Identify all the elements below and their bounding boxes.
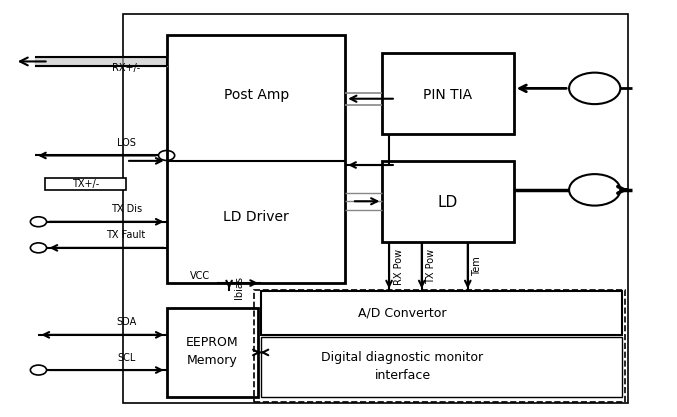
Bar [167,35,345,283]
Text: EEPROM
Memory: EEPROM Memory [185,336,238,367]
Text: TX Dis: TX Dis [110,204,141,214]
Text: A/D Convertor: A/D Convertor [358,306,447,319]
Text: TX Fault: TX Fault [106,231,146,240]
Text: LD: LD [437,195,458,210]
Text: VCC: VCC [190,271,211,281]
Text: LOS: LOS [116,138,135,148]
Text: Ibias: Ibias [234,276,244,299]
Bar [383,161,514,241]
Text: RX+/-: RX+/- [112,63,140,73]
Bar [123,14,628,403]
Bar [261,291,621,335]
Bar [45,178,126,190]
Bar [255,290,625,402]
Text: LD Driver: LD Driver [223,210,289,224]
Bar [383,53,514,134]
Text: Tem: Tem [473,256,483,276]
Text: TX Pow: TX Pow [427,249,437,284]
Text: Digital diagnostic monitor
interface: Digital diagnostic monitor interface [322,351,483,382]
Text: Post Amp: Post Amp [223,88,289,102]
Text: PIN TIA: PIN TIA [423,88,473,102]
Text: SCL: SCL [117,353,135,363]
Text: TX+/-: TX+/- [72,179,100,189]
Bar [261,337,621,397]
Text: SDA: SDA [116,317,136,327]
Text: RX Pow: RX Pow [394,249,403,284]
Bar [167,308,257,397]
